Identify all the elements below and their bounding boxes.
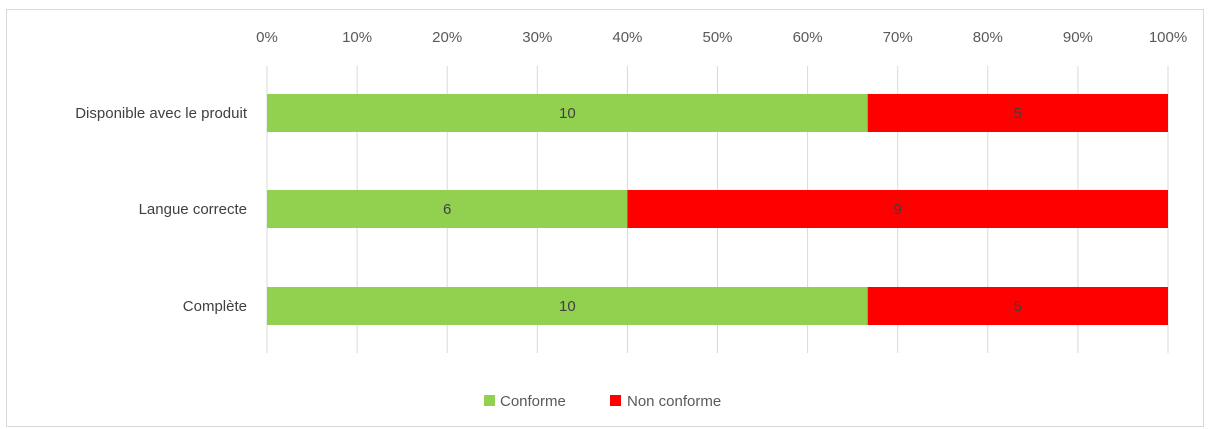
category-label: Langue correcte bbox=[139, 201, 247, 218]
data-label: 10 bbox=[559, 298, 576, 315]
data-label: 5 bbox=[1014, 105, 1022, 122]
legend-swatch bbox=[610, 395, 621, 406]
bar-segment-non-conforme bbox=[627, 190, 1168, 228]
legend-swatch bbox=[484, 395, 495, 406]
x-tick-label: 30% bbox=[522, 29, 552, 46]
x-tick-label: 80% bbox=[973, 29, 1003, 46]
x-tick-label: 100% bbox=[1149, 29, 1187, 46]
x-tick-label: 0% bbox=[256, 29, 278, 46]
data-label: 9 bbox=[894, 201, 902, 218]
x-tick-label: 70% bbox=[883, 29, 913, 46]
x-tick-label: 40% bbox=[612, 29, 642, 46]
bar-segment-conforme bbox=[267, 287, 868, 325]
legend-label: Conforme bbox=[500, 393, 566, 410]
category-label: Complète bbox=[183, 298, 247, 315]
bars: 10 5 6 9 10 5 bbox=[267, 94, 1168, 325]
category-label: Disponible avec le produit bbox=[75, 105, 248, 122]
x-axis-ticks: 0% 10% 20% 30% 40% 50% 60% 70% 80% 90% 100% bbox=[256, 29, 1187, 46]
legend: Conforme Non conforme bbox=[484, 393, 721, 410]
data-label: 5 bbox=[1014, 298, 1022, 315]
x-tick-label: 90% bbox=[1063, 29, 1093, 46]
bar-segment-conforme bbox=[267, 94, 868, 132]
x-tick-label: 50% bbox=[702, 29, 732, 46]
data-label: 10 bbox=[559, 105, 576, 122]
x-tick-label: 60% bbox=[793, 29, 823, 46]
category-labels: Disponible avec le produit Langue correct… bbox=[75, 105, 248, 315]
x-tick-label: 20% bbox=[432, 29, 462, 46]
bar-segment-non-conforme bbox=[867, 94, 1168, 132]
x-tick-label: 10% bbox=[342, 29, 372, 46]
bar-segment-conforme bbox=[267, 190, 628, 228]
legend-label: Non conforme bbox=[627, 393, 721, 410]
bar-segment-non-conforme bbox=[867, 287, 1168, 325]
data-label: 6 bbox=[443, 201, 451, 218]
